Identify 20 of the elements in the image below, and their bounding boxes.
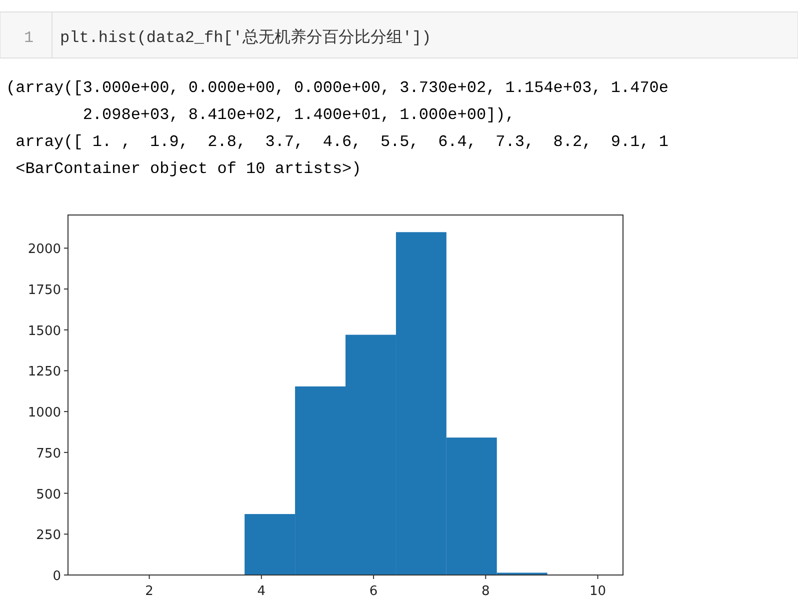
x-tick-label: 4 [257,584,266,599]
text: (array([3.000e+00, 0.000e+00, 0.000e+00, 3.730e+02, 1.154e+03, 1.470e [6,79,669,97]
text: plt.hist(data2_fh['总无机养分百分比分组']) [60,28,432,47]
text: 2.098e+03, 8.410e+02, 1.400e+01, 1.000e+00]), [6,106,515,124]
y-tick-label: 0 [52,569,61,584]
y-tick-label: 1500 [28,324,61,339]
text: <BarContainer object of 10 artists>) [6,160,362,178]
x-tick-label: 10 [590,584,606,599]
text: array([ 1. , 1.9, 2.8, 3.7, 4.6, 5.5, 6.4, 7.3, 8.2, 9.1, 1 [6,133,669,151]
y-tick-label: 2000 [28,242,61,258]
x-tick-label: 8 [482,584,490,599]
y-tick-label: 1250 [28,364,61,380]
y-tick-label: 1000 [28,406,61,421]
x-tick-label: 6 [369,584,378,599]
x-tick-label: 2 [145,584,154,599]
y-tick-label: 500 [36,487,61,502]
y-tick-label: 1750 [28,283,61,298]
y-tick-label: 250 [36,528,61,544]
text: 1 [24,29,34,47]
y-tick-label: 750 [36,446,61,462]
